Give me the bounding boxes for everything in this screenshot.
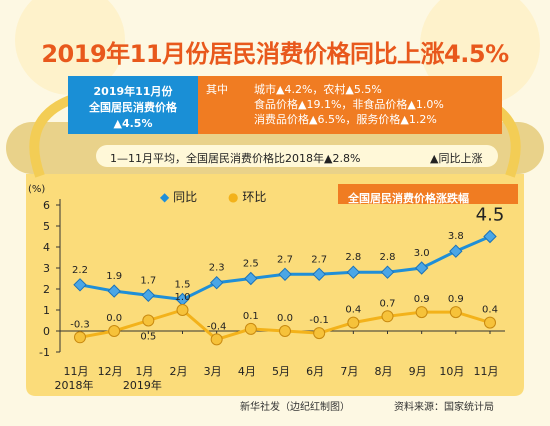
mom-point [210,333,223,346]
summary-line-1: 2019年11月份 [93,85,173,98]
yoy-data-label: 2.8 [345,252,361,263]
note-legend: ▲同比上涨 [430,152,483,165]
yoy-data-label: 2.7 [311,254,327,265]
yoy-point [312,267,326,282]
y-tick-label: 1 [43,304,50,317]
year-label: 2019年 [123,378,162,392]
yoy-data-label: 2.8 [380,252,396,263]
footer-credit: 新华社发（边纪红制图） [240,402,350,413]
mom-data-label: 0.0 [277,313,293,324]
mom-data-label: -0.1 [309,315,329,326]
legend-yoy-label: 同比 [173,190,198,204]
y-tick-label: 2 [43,283,50,296]
detail-line-3: 消费品价格▲6.5%，服务价格▲1.2% [254,113,437,126]
mom-point [449,306,462,319]
mom-data-label: 0.9 [414,294,430,305]
yoy-data-label: 1.9 [106,271,122,282]
yoy-data-label: 1.7 [140,275,156,286]
x-tick-label: 1月 [135,365,153,378]
yoy-point [483,229,497,244]
mom-data-label: -0.3 [70,319,90,330]
yoy-point [73,278,87,292]
footer-source: 资料来源：国家统计局 [394,402,494,413]
mom-point [74,331,86,344]
x-tick-label: 3月 [204,365,222,378]
yoy-data-label: 2.7 [277,254,293,265]
mom-data-label: 0.0 [106,313,122,324]
y-tick-label: 3 [43,262,50,275]
mom-data-label: 1.0 [175,292,191,303]
legend-yoy: ◆ 同比 [160,188,197,205]
detail-line-1: 城市▲4.2%，农村▲5.5% [254,83,382,96]
page-title: 2019年11月份居民消费价格同比上涨4.5% [41,40,509,68]
yoy-data-label: 3.8 [448,231,464,242]
yoy-point [346,265,361,279]
x-tick-label: 4月 [238,365,256,378]
mom-point [381,310,394,323]
yoy-point [244,271,258,286]
yoy-point [141,288,156,303]
detail-label: 其中 [206,83,228,96]
mom-data-label: -0.4 [207,321,227,332]
x-tick-label: 8月 [375,365,393,378]
mom-point [244,322,257,335]
y-axis-unit: (%) [28,184,46,195]
yoy-data-label: 2.5 [243,259,259,270]
yoy-data-label: 1.5 [175,280,191,291]
summary-box: 2019年11月份 全国居民消费价格 ▲4.5% [68,76,198,134]
mom-data-label: 0.7 [380,298,396,309]
diamond-icon: ◆ [160,190,170,204]
x-tick-label: 6月 [306,365,324,378]
x-tick-label: 11月 [474,365,499,378]
x-tick-label: 11月 [64,365,89,378]
summary-line-3: ▲4.5% [113,117,153,130]
mom-data-label: 0.9 [448,294,464,305]
yoy-point [209,275,224,290]
year-label: 2018年 [55,378,94,392]
y-tick-label: 0 [43,325,50,338]
mom-data-label: 0.1 [243,311,259,322]
detail-box: 其中 城市▲4.2%，农村▲5.5% 食品价格▲19.1%，非食品价格▲1.0%… [198,76,502,134]
detail-line-2: 食品价格▲19.1%，非食品价格▲1.0% [254,98,444,111]
y-tick-label: 6 [43,199,50,212]
mom-point [279,325,291,337]
x-tick-label: 9月 [409,365,427,378]
x-tick-label: 5月 [272,365,290,378]
x-tick-label: 7月 [340,365,358,378]
yoy-point [449,244,463,258]
mom-point [176,304,189,316]
x-tick-label: 10月 [439,365,464,378]
circle-icon: ● [228,190,239,204]
mom-point [142,314,155,327]
yoy-point [380,265,395,279]
legend-mom: ● 环比 [228,188,266,205]
x-tick-label: 2月 [170,365,188,378]
y-tick-label: 4 [43,241,50,254]
mom-data-label: 0.4 [345,305,361,316]
mom-data-label: 0.4 [482,305,498,316]
mom-point [347,316,360,329]
x-tick-label: 12月 [98,365,123,378]
legend-mom-label: 环比 [242,190,267,204]
mom-point [484,316,496,329]
y-tick-label: -1 [39,346,50,359]
y-tick-label: 5 [43,220,50,233]
yoy-point [278,267,292,282]
chart-subtitle: 全国居民消费价格涨跌幅 [348,192,469,205]
yoy-data-label: 4.5 [476,205,505,226]
mom-point [108,325,121,337]
yoy-data-label: 2.3 [209,263,225,274]
annual-average-note: 1—11月平均，全国居民消费价格比2018年▲2.8% [110,152,361,165]
mom-point [313,327,326,340]
mom-point [415,306,428,319]
yoy-data-label: 2.2 [72,265,88,276]
mom-data-label: 0.5 [140,332,156,343]
yoy-point [107,284,121,298]
yoy-point [414,261,429,275]
yoy-data-label: 3.0 [414,248,430,259]
summary-line-2: 全国居民消费价格 [89,101,177,114]
